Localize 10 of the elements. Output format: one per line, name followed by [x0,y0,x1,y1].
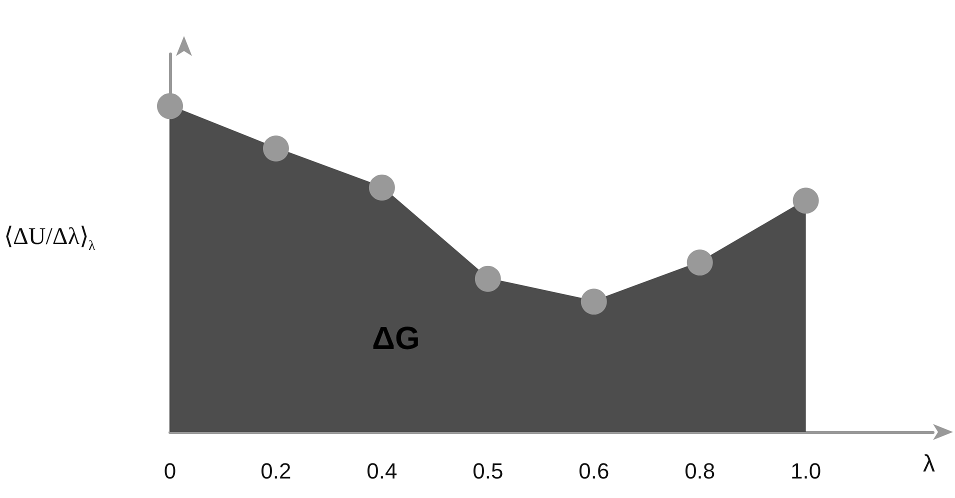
x-tick-label: 0.6 [578,458,610,484]
x-tick-label: 1.0 [790,458,822,484]
x-tick-label: 0.4 [366,458,398,484]
annotation: ΔG [372,320,420,356]
y-axis-title: ⟨ΔU/Δλ⟩$_{λ}$ [4,223,96,255]
x-tick-label: 0.5 [472,458,504,484]
x-tick-label: 0.2 [260,458,292,484]
x-axis-title: λ [923,450,935,478]
x-tick-label: 0 [164,458,176,484]
x-tick-label: 0.8 [684,458,716,484]
